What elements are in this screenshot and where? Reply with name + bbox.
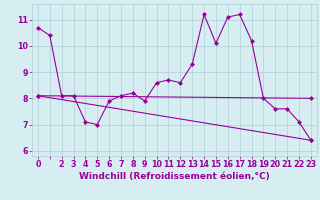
X-axis label: Windchill (Refroidissement éolien,°C): Windchill (Refroidissement éolien,°C) <box>79 172 270 181</box>
